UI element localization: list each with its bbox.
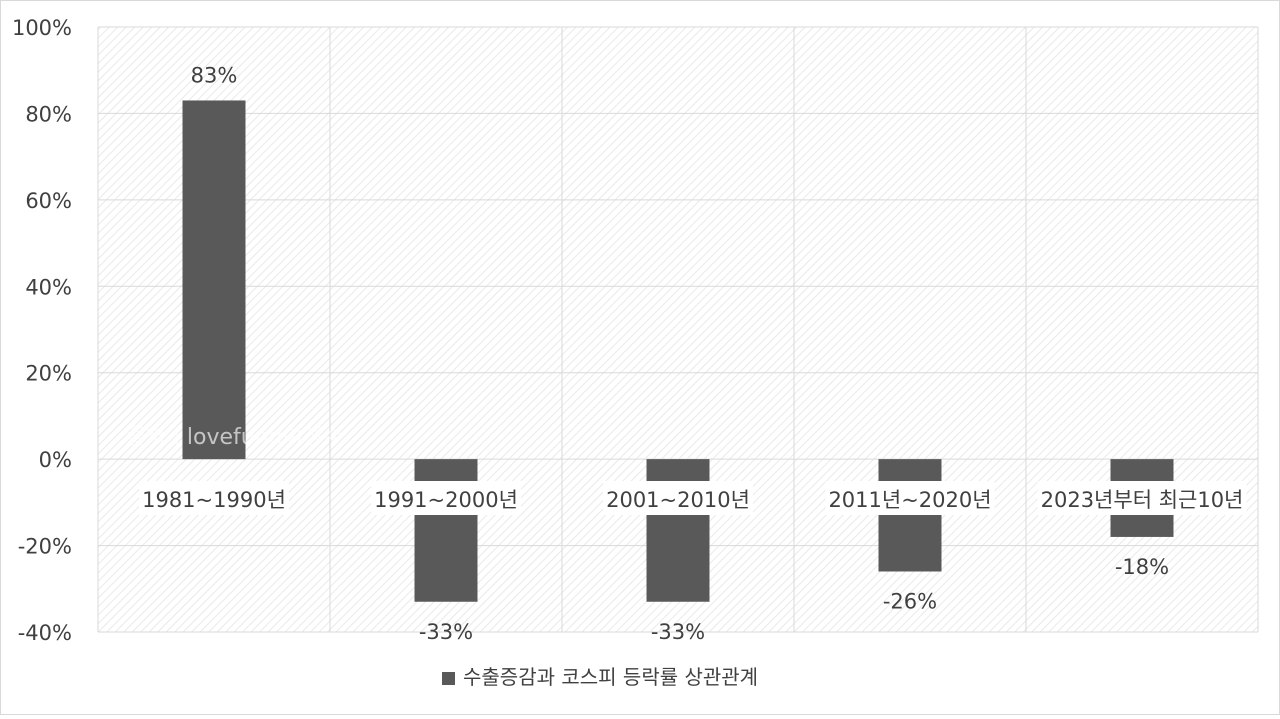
legend-swatch	[442, 672, 455, 685]
y-tick-label: 100%	[12, 16, 72, 40]
category-label: 1981~1990년	[142, 488, 286, 512]
bar	[878, 459, 942, 572]
category-label-bg	[139, 481, 289, 515]
legend: 수출증감과 코스피 등락률 상관관계	[442, 665, 758, 689]
data-label: -26%	[883, 590, 937, 614]
bar	[414, 459, 478, 602]
y-tick-label: 40%	[25, 275, 72, 299]
category-label-bg	[825, 481, 995, 515]
y-tick-label: 60%	[25, 189, 72, 213]
category-label: 2011년~2020년	[828, 488, 991, 512]
data-label: -33%	[419, 620, 473, 644]
y-tick-label: -40%	[18, 621, 72, 645]
y-tick-label: 20%	[25, 362, 72, 386]
category-label-bg	[1037, 481, 1247, 515]
y-tick-label: 0%	[39, 448, 72, 472]
category-label: 1991~2000년	[374, 488, 518, 512]
legend-label: 수출증감과 코스피 등락률 상관관계	[463, 665, 758, 689]
category-label: 2001~2010년	[606, 488, 750, 512]
data-label: 83%	[191, 63, 238, 87]
category-label-bg	[603, 481, 753, 515]
category-label: 2023년부터 최근10년	[1041, 488, 1244, 512]
bar	[646, 459, 710, 602]
category-label-bg	[371, 481, 521, 515]
data-label: -18%	[1115, 555, 1169, 579]
watermark: 출처 : lovefund이성수	[125, 425, 343, 450]
bar	[182, 100, 246, 460]
data-label: -33%	[651, 620, 705, 644]
y-tick-label: -20%	[18, 535, 72, 559]
y-tick-label: 80%	[25, 102, 72, 126]
